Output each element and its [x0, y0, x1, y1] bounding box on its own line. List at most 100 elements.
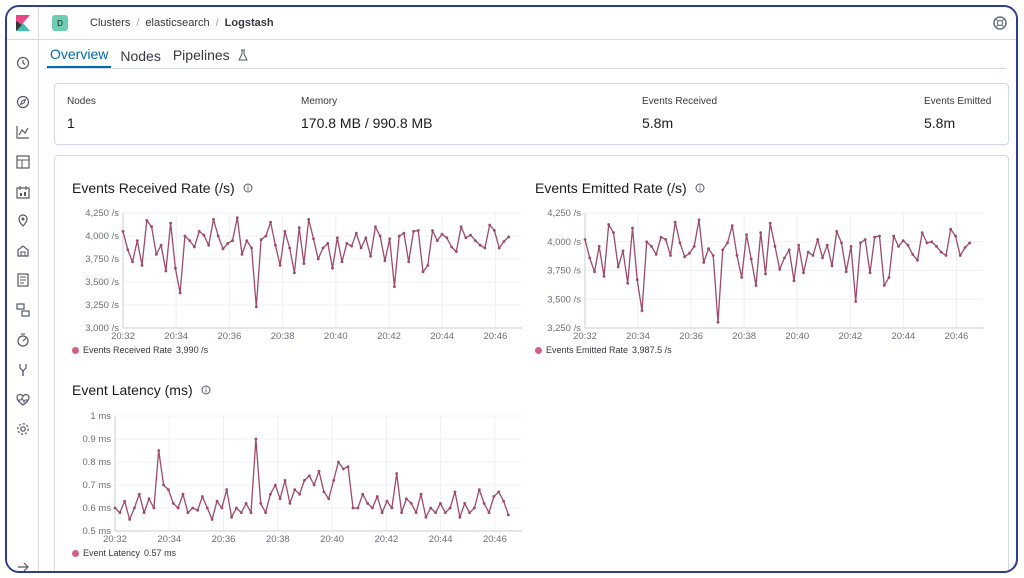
data-point — [458, 515, 462, 519]
data-point — [707, 247, 710, 251]
data-point — [749, 257, 753, 261]
data-point — [374, 225, 377, 229]
data-point — [254, 305, 258, 309]
breadcrumb-elasticsearch[interactable]: elasticsearch — [145, 17, 210, 29]
data-point — [269, 492, 272, 496]
dev-tools-icon[interactable] — [15, 362, 31, 378]
info-icon[interactable] — [695, 180, 705, 196]
canvas-icon[interactable] — [15, 184, 31, 200]
data-point — [821, 256, 824, 260]
x-tick-label: 20:38 — [266, 534, 290, 545]
legend-label: Events Emitted Rate — [546, 345, 629, 355]
breadcrumb-clusters[interactable]: Clusters — [90, 17, 131, 29]
data-point — [478, 243, 482, 247]
data-point — [278, 497, 282, 501]
data-point — [356, 506, 360, 510]
data-point — [502, 240, 506, 243]
data-point — [178, 291, 182, 295]
data-point — [759, 231, 763, 234]
uptime-icon[interactable] — [15, 332, 31, 348]
space-avatar[interactable]: D — [52, 15, 68, 31]
data-point — [412, 230, 415, 233]
data-point — [202, 233, 206, 237]
tab-pipelines[interactable]: Pipelines — [170, 47, 251, 68]
stat-value: 5.8m — [642, 115, 674, 131]
info-icon[interactable] — [201, 382, 211, 398]
logs-icon[interactable] — [15, 272, 31, 288]
data-point — [473, 506, 476, 510]
data-point — [892, 234, 896, 238]
data-point — [231, 239, 234, 242]
data-point — [133, 506, 136, 510]
help-icon[interactable] — [992, 15, 1008, 31]
apm-icon[interactable] — [15, 302, 31, 318]
data-point — [131, 260, 134, 264]
data-point — [388, 237, 392, 241]
discover-icon[interactable] — [15, 94, 31, 110]
data-point — [264, 511, 267, 514]
data-point — [205, 506, 209, 510]
data-point — [225, 488, 229, 491]
data-point — [118, 511, 122, 514]
data-point — [949, 227, 953, 231]
series-line — [122, 216, 510, 308]
y-tick-label: 0.9 ms — [82, 434, 111, 445]
data-point — [162, 483, 165, 487]
info-icon[interactable] — [243, 180, 253, 196]
legend-events-emitted[interactable]: Events Emitted Rate 3,987.5 /s — [535, 345, 672, 355]
data-point — [307, 218, 311, 221]
data-point — [269, 220, 272, 224]
data-point — [825, 243, 829, 247]
data-point — [730, 224, 734, 227]
data-point — [244, 502, 248, 505]
tab-overview[interactable]: Overview — [47, 46, 112, 68]
x-tick-label: 20:34 — [164, 331, 188, 342]
data-point — [283, 230, 287, 233]
data-point — [920, 231, 924, 234]
y-tick-label: 0.5 ms — [82, 526, 111, 537]
legend-events-received[interactable]: Events Received Rate 3,990 /s — [72, 345, 208, 355]
legend-value: 3,987.5 /s — [632, 345, 672, 355]
data-point — [787, 248, 791, 252]
infrastructure-icon[interactable] — [15, 243, 31, 259]
kibana-logo[interactable] — [7, 7, 39, 39]
stat-label: Events Emitted — [924, 96, 992, 107]
legend-event-latency[interactable]: Event Latency 0.57 ms — [72, 548, 176, 558]
data-point — [482, 502, 486, 505]
chart-title-events-emitted: Events Emitted Rate (/s) — [535, 180, 705, 196]
dashboard-icon[interactable] — [15, 154, 31, 170]
data-point — [375, 495, 379, 498]
expand-nav-icon[interactable] — [15, 559, 31, 571]
data-point — [385, 499, 389, 503]
data-point — [778, 267, 782, 271]
data-point — [123, 499, 127, 503]
x-tick-label: 20:40 — [320, 534, 344, 545]
x-tick-label: 20:36 — [679, 331, 703, 342]
data-point — [835, 230, 839, 233]
data-point — [409, 502, 413, 505]
management-icon[interactable] — [15, 421, 31, 437]
data-point — [326, 242, 330, 245]
data-point — [259, 502, 263, 505]
data-point — [302, 262, 306, 265]
stack-monitoring-icon[interactable] — [9, 386, 37, 414]
data-point — [393, 285, 396, 288]
data-point — [673, 220, 677, 224]
x-tick-label: 20:36 — [212, 534, 236, 545]
x-tick-label: 20:40 — [785, 331, 809, 342]
data-point — [958, 254, 962, 257]
data-point — [448, 506, 452, 510]
recently-viewed-icon[interactable] — [15, 55, 31, 71]
tab-nodes[interactable]: Nodes — [120, 48, 161, 64]
data-point — [887, 276, 891, 279]
legend-label: Events Received Rate — [83, 345, 173, 355]
x-tick-label: 20:42 — [377, 331, 401, 342]
maps-icon[interactable] — [15, 213, 31, 229]
tab-bar: Overview Nodes Pipelines — [47, 40, 257, 68]
data-point — [840, 241, 843, 245]
visualize-icon[interactable] — [15, 124, 31, 140]
stat-value: 170.8 MB / 990.8 MB — [301, 115, 433, 131]
data-point — [369, 254, 372, 258]
chart-title-text: Event Latency (ms) — [72, 382, 193, 398]
data-point — [612, 231, 615, 234]
